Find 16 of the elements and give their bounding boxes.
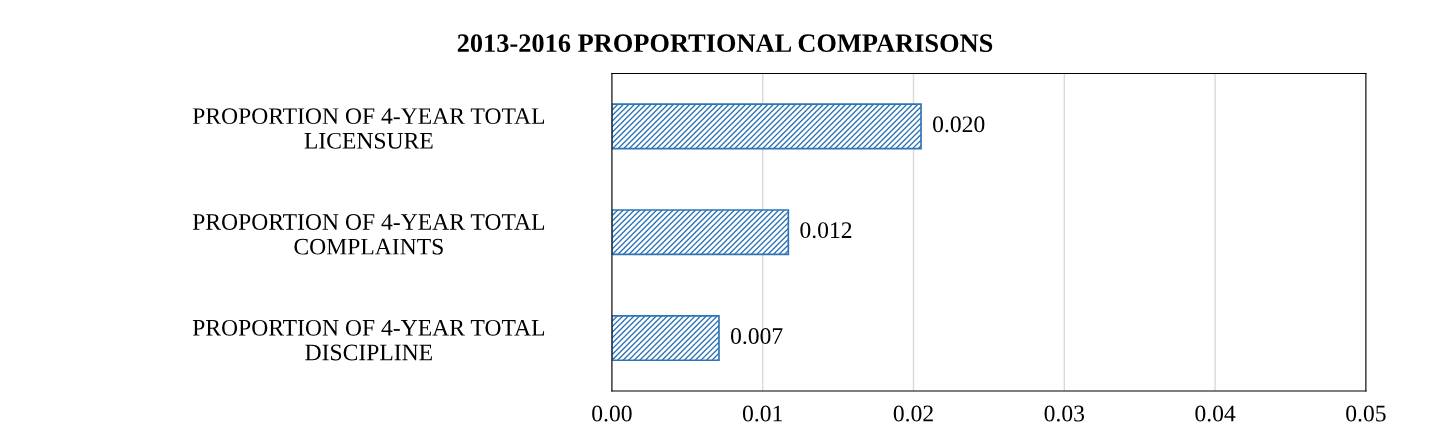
- x-tick-label: 0.03: [1044, 405, 1085, 422]
- data-label: 0.007: [730, 328, 783, 345]
- chart-title: 2013-2016 PROPORTIONAL COMPARISONS: [457, 34, 993, 53]
- bar: [611, 209, 790, 256]
- x-tick-label: 0.00: [592, 405, 632, 422]
- x-tick-label: 0.02: [893, 405, 933, 422]
- y-tick-label: PROPORTION OF 4-YEAR TOTAL LICENSURE: [192, 108, 545, 149]
- y-tick-label: PROPORTION OF 4-YEAR TOTAL DISCIPLINE: [192, 319, 545, 361]
- data-label: 0.020: [933, 116, 985, 133]
- bar: [611, 314, 720, 362]
- data-label: 0.012: [800, 222, 852, 239]
- bar: [611, 103, 922, 150]
- x-tick-label: 0.01: [742, 405, 782, 422]
- x-tick-label: 0.05: [1346, 405, 1386, 422]
- x-tick-label: 0.04: [1195, 405, 1236, 422]
- y-tick-label: PROPORTION OF 4-YEAR TOTAL COMPLAINTS: [192, 214, 545, 255]
